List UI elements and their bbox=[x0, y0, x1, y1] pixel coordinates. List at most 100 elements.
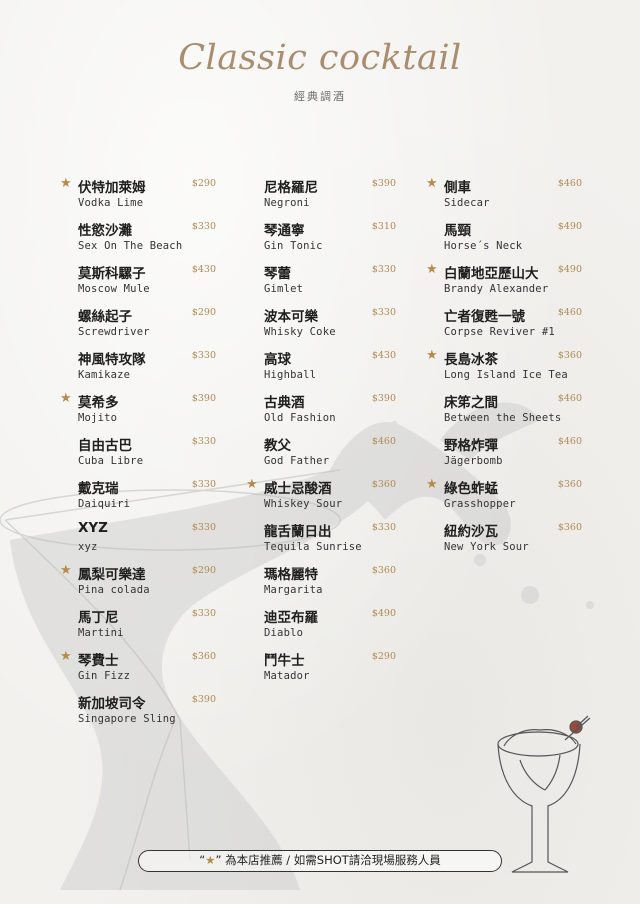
cocktail-name-zh: 瑪格麗特 bbox=[264, 567, 318, 583]
cocktail-name-zh: 亡者復甦一號 bbox=[444, 309, 525, 325]
menu-item: 波本可樂 $330 Whisky Coke bbox=[244, 303, 398, 346]
cocktail-name-en: Corpse Reviver #1 bbox=[444, 326, 555, 338]
cocktail-price: $490 bbox=[557, 221, 582, 232]
cocktail-name-zh: 紐約沙瓦 bbox=[444, 524, 498, 540]
menu-item: 琴蕾 $330 Gimlet bbox=[244, 260, 398, 303]
cocktail-name-en: Long Island Ice Tea bbox=[444, 369, 568, 381]
cocktail-name-zh: 鳳梨可樂達 bbox=[78, 567, 146, 583]
cocktail-price: $360 bbox=[557, 522, 582, 533]
cocktail-name-zh: 長島冰茶 bbox=[444, 352, 498, 368]
cocktail-name-en: Cuba Libre bbox=[78, 455, 144, 467]
cocktail-name-zh: 綠色蚱蜢 bbox=[444, 481, 498, 497]
page-title: Classic cocktail bbox=[178, 38, 462, 78]
cocktail-name-en: Sidecar bbox=[444, 197, 490, 209]
star-icon: ★ bbox=[60, 391, 72, 406]
cocktail-name-zh: 波本可樂 bbox=[264, 309, 318, 325]
cocktail-name-en: Vodka Lime bbox=[78, 197, 144, 209]
cocktail-price: $490 bbox=[371, 608, 396, 619]
cocktail-name-en: xyz bbox=[78, 541, 98, 553]
cocktail-name-en: Whiskey Sour bbox=[264, 498, 343, 510]
menu-item: 迪亞布羅 $490 Diablo bbox=[244, 604, 398, 647]
cocktail-name-zh: 神風特攻隊 bbox=[78, 352, 146, 368]
cocktail-name-en: Kamikaze bbox=[78, 369, 131, 381]
menu-item: 琴通寧 $310 Gin Tonic bbox=[244, 217, 398, 260]
cocktail-price: $290 bbox=[191, 565, 216, 576]
menu-item: XYZ $330 xyz bbox=[58, 518, 218, 561]
cocktail-price: $360 bbox=[191, 651, 216, 662]
cocktail-price: $330 bbox=[191, 436, 216, 447]
cocktail-name-en: Grasshopper bbox=[444, 498, 516, 510]
cocktail-price: $460 bbox=[371, 436, 396, 447]
cocktail-price: $430 bbox=[371, 350, 396, 361]
cocktail-price: $330 bbox=[191, 479, 216, 490]
menu-item: 自由古巴 $330 Cuba Libre bbox=[58, 432, 218, 475]
cocktail-name-zh: 馬丁尼 bbox=[78, 610, 119, 626]
footer-open-quote: “ bbox=[199, 853, 206, 867]
cocktail-name-zh: 教父 bbox=[264, 438, 291, 454]
menu-item: 新加坡司令 $390 Singapore Sling bbox=[58, 690, 218, 733]
menu-item: 馬丁尼 $330 Martini bbox=[58, 604, 218, 647]
cocktail-price: $330 bbox=[371, 522, 396, 533]
star-icon: ★ bbox=[60, 563, 72, 578]
menu-item: 尼格羅尼 $390 Negroni bbox=[244, 174, 398, 217]
cocktail-name-zh: 鬥牛士 bbox=[264, 653, 305, 669]
cocktail-price: $360 bbox=[557, 479, 582, 490]
cocktail-name-en: Martini bbox=[78, 627, 124, 639]
cocktail-price: $390 bbox=[371, 393, 396, 404]
menu-item: 馬頸 $490 Horse´s Neck bbox=[424, 217, 584, 260]
menu-item: ★ 威士忌酸酒 $360 Whiskey Sour bbox=[244, 475, 398, 518]
cocktail-name-en: Old Fashion bbox=[264, 412, 336, 424]
cocktail-name-en: Jägerbomb bbox=[444, 455, 503, 467]
star-icon: ★ bbox=[426, 477, 438, 492]
cocktail-name-zh: 白蘭地亞歷山大 bbox=[444, 266, 539, 282]
menu-item: 鬥牛士 $290 Matador bbox=[244, 647, 398, 690]
cocktail-price: $390 bbox=[191, 694, 216, 705]
star-icon: ★ bbox=[246, 477, 258, 492]
menu-item: 戴克瑞 $330 Daiquiri bbox=[58, 475, 218, 518]
cocktail-name-zh: 琴費士 bbox=[78, 653, 119, 669]
cocktail-name-zh: 側車 bbox=[444, 180, 471, 196]
cocktail-price: $330 bbox=[191, 522, 216, 533]
menu-column-1: ★ 伏特加萊姆 $290 Vodka Lime 性慾沙灘 $330 Sex On The B… bbox=[58, 174, 218, 733]
cocktail-price: $330 bbox=[191, 350, 216, 361]
footer-text: 為本店推薦 / 如需SHOT請洽現場服務人員 bbox=[225, 853, 441, 867]
cocktail-name-en: New York Sour bbox=[444, 541, 529, 553]
cocktail-name-en: Moscow Mule bbox=[78, 283, 150, 295]
cocktail-price: $430 bbox=[191, 264, 216, 275]
cocktail-name-en: Negroni bbox=[264, 197, 310, 209]
menu-item: ★ 長島冰茶 $360 Long Island Ice Tea bbox=[424, 346, 584, 389]
menu-item: 教父 $460 God Father bbox=[244, 432, 398, 475]
cocktail-name-zh: 戴克瑞 bbox=[78, 481, 119, 497]
cocktail-name-zh: 迪亞布羅 bbox=[264, 610, 318, 626]
cocktail-name-zh: 琴通寧 bbox=[264, 223, 305, 239]
menu-item: ★ 綠色蚱蜢 $360 Grasshopper bbox=[424, 475, 584, 518]
menu-item: ★ 側車 $460 Sidecar bbox=[424, 174, 584, 217]
menu-item: ★ 莫希多 $390 Mojito bbox=[58, 389, 218, 432]
cocktail-name-zh: 古典酒 bbox=[264, 395, 305, 411]
cocktail-name-en: Gin Tonic bbox=[264, 240, 323, 252]
menu-item: 龍舌蘭日出 $330 Tequila Sunrise bbox=[244, 518, 398, 561]
cocktail-price: $390 bbox=[191, 393, 216, 404]
star-icon: ★ bbox=[205, 853, 216, 867]
cocktail-name-zh: 尼格羅尼 bbox=[264, 180, 318, 196]
cocktail-name-en: Daiquiri bbox=[78, 498, 131, 510]
cocktail-price: $290 bbox=[191, 307, 216, 318]
cocktail-name-en: Mojito bbox=[78, 412, 118, 424]
cocktail-name-zh: 自由古巴 bbox=[78, 438, 132, 454]
cocktail-name-en: Screwdriver bbox=[78, 326, 150, 338]
cocktail-name-en: Matador bbox=[264, 670, 310, 682]
cocktail-name-en: Sex On The Beach bbox=[78, 240, 183, 252]
cocktail-name-en: Diablo bbox=[264, 627, 304, 639]
cocktail-price: $330 bbox=[371, 307, 396, 318]
cocktail-name-zh: 新加坡司令 bbox=[78, 696, 146, 712]
cocktail-price: $360 bbox=[371, 479, 396, 490]
cocktail-price: $460 bbox=[557, 436, 582, 447]
cocktail-name-zh: 野格炸彈 bbox=[444, 438, 498, 454]
menu-item: 野格炸彈 $460 Jägerbomb bbox=[424, 432, 584, 475]
cocktail-price: $330 bbox=[371, 264, 396, 275]
cocktail-name-zh: 莫希多 bbox=[78, 395, 119, 411]
cocktail-name-en: Between the Sheets bbox=[444, 412, 562, 424]
cocktail-name-en: Horse´s Neck bbox=[444, 240, 523, 252]
cocktail-price: $490 bbox=[557, 264, 582, 275]
cocktail-price: $460 bbox=[557, 393, 582, 404]
